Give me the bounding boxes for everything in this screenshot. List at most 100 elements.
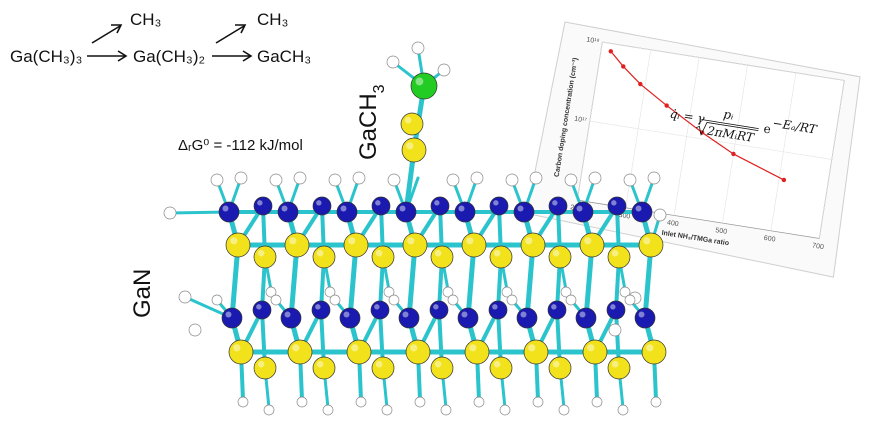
gallium-atom: [464, 339, 490, 365]
atom-highlight: [348, 237, 356, 245]
surface-species-label-group: GaCH3: [355, 84, 388, 160]
nitrogen-atom: [395, 201, 417, 223]
hydrogen-atom: [473, 396, 485, 408]
atom-highlight: [340, 205, 347, 212]
gallium-atom: [582, 339, 608, 365]
reaction-scheme: Ga(CH₃)₃ CH₃ Ga(CH₃)₂ CH₃ GaCH₃ ΔᵣG⁰ = -…: [10, 10, 311, 154]
hydrogen-atom: [387, 173, 401, 187]
atom-highlight: [375, 200, 381, 206]
nitrogen-atom: [634, 307, 656, 329]
atom-highlight: [434, 249, 442, 257]
atom-highlight: [461, 311, 468, 318]
substrate-label-group: GaN: [129, 269, 156, 318]
hydrogen-atom: [529, 171, 543, 185]
hydrogen-atom: [352, 171, 366, 185]
formula-exp-base: e: [763, 121, 772, 136]
hydrogen-atom: [178, 290, 192, 304]
hydrogen-atom: [437, 63, 451, 77]
gallium-atom: [402, 232, 428, 258]
data-point: [781, 177, 787, 183]
atom-highlight: [579, 311, 586, 318]
data-point: [621, 64, 626, 69]
x-tick-label: 400: [666, 219, 679, 228]
gallium-atom: [607, 245, 631, 269]
nitrogen-atom: [575, 307, 597, 329]
atom-highlight: [257, 200, 263, 206]
formula-numerator: pᵢ: [722, 107, 735, 122]
hydrogen-atom: [499, 404, 511, 416]
nitrogen-atom: [312, 196, 332, 216]
atom-highlight: [517, 205, 524, 212]
y-tick-label: 10¹⁷: [574, 116, 588, 125]
leaving-group-1: CH₃: [130, 10, 161, 29]
hydrogen-atom: [328, 173, 342, 187]
gallium-atom: [430, 356, 454, 380]
nitrogen-atom: [430, 196, 450, 216]
atom-highlight: [611, 249, 619, 257]
hydrogen-atom: [383, 286, 395, 298]
formula-fraction-bar: [701, 119, 759, 130]
atom-highlight: [492, 304, 498, 310]
gibbs-energy: ΔᵣG⁰ = -112 kJ/mol: [178, 137, 303, 154]
hydrogen-atom: [188, 323, 202, 337]
nitrogen-atom: [631, 201, 653, 223]
atom-highlight: [375, 360, 383, 368]
hydrogen-atom: [446, 173, 460, 187]
hydrogen-atom: [293, 171, 307, 185]
hydrogen-atom: [470, 171, 484, 185]
atom-highlight: [415, 77, 424, 86]
hydrogen-atom: [565, 294, 577, 306]
atom-highlight: [292, 344, 300, 352]
gallium-atom: [253, 245, 277, 269]
atom-highlight: [552, 249, 560, 257]
atom-highlight: [528, 344, 536, 352]
hydrogen-atom: [324, 286, 336, 298]
hydrogen-atom: [617, 404, 629, 416]
gallium-atom: [343, 232, 369, 258]
hydrogen-atom: [560, 286, 572, 298]
hydrogen-atom: [322, 404, 334, 416]
atom-highlight: [281, 205, 288, 212]
atom-highlight: [584, 237, 592, 245]
gallium-atom: [548, 356, 572, 380]
nitrogen-atom: [547, 300, 567, 320]
atom-highlight: [374, 304, 380, 310]
hydrogen-atom: [623, 173, 637, 187]
atom-highlight: [402, 311, 409, 318]
atom-highlight: [493, 249, 501, 257]
data-point: [731, 151, 736, 157]
nitrogen-atom: [371, 196, 391, 216]
gallium-atom: [228, 339, 254, 365]
gallium-atom: [489, 245, 513, 269]
hydrogen-atom: [386, 55, 400, 69]
nitrogen-atom: [429, 300, 449, 320]
hydrogen-atom: [624, 294, 636, 306]
atom-highlight: [410, 344, 418, 352]
gallium-atom: [312, 245, 336, 269]
x-tick-label: 700: [812, 242, 825, 251]
hydrogen-atom: [506, 294, 518, 306]
data-point: [664, 103, 669, 108]
atom-highlight: [315, 304, 321, 310]
hydrogen-atom: [269, 173, 283, 187]
grid-line-x: [576, 42, 603, 201]
gallium-atom: [405, 339, 431, 365]
atom-highlight: [576, 205, 583, 212]
atom-highlight: [638, 311, 645, 318]
atom-highlight: [289, 237, 297, 245]
hydrogen-atom: [234, 171, 248, 185]
atom-highlight: [434, 360, 442, 368]
nitrogen-atom: [572, 201, 594, 223]
atom-highlight: [469, 344, 477, 352]
nitrogen-atom: [488, 300, 508, 320]
hydrogen-atom: [440, 404, 452, 416]
atom-highlight: [611, 200, 617, 206]
reactant-label: Ga(CH₃)₃: [10, 47, 82, 66]
atom-highlight: [316, 249, 324, 257]
atom-highlight: [520, 311, 527, 318]
atom-highlight: [257, 249, 265, 257]
nitrogen-atom: [253, 196, 273, 216]
gallium-atom: [430, 245, 454, 269]
gallium-atom: [312, 356, 336, 380]
